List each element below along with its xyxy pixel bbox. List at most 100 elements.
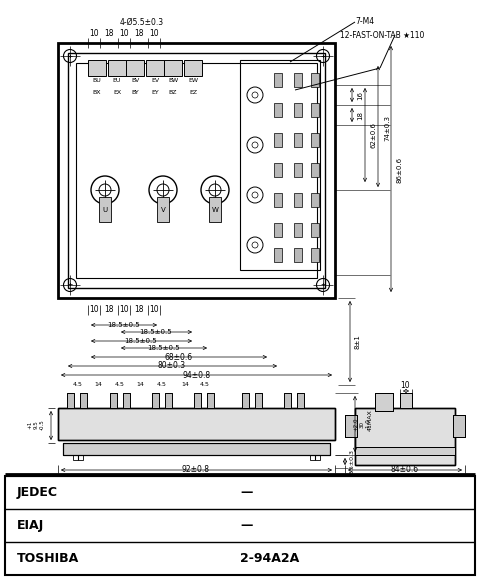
Bar [5, 476, 475, 575]
Text: 16: 16 [357, 91, 363, 99]
Bar [242, 393, 249, 408]
Bar [165, 393, 172, 408]
Bar [73, 455, 83, 460]
Text: +: + [320, 53, 325, 59]
Text: 14: 14 [94, 382, 102, 388]
Bar [80, 393, 87, 408]
Bar [274, 193, 282, 207]
Text: EY: EY [151, 89, 159, 95]
Text: 10: 10 [119, 306, 129, 314]
Bar [209, 197, 221, 222]
Text: 4-Ø5.5±0.3: 4-Ø5.5±0.3 [120, 17, 164, 27]
Bar [63, 443, 330, 455]
Bar [453, 415, 465, 437]
Bar [311, 163, 319, 177]
Text: +1
9.5
-0.5: +1 9.5 -0.5 [28, 419, 44, 431]
Text: 4.5: 4.5 [115, 382, 125, 388]
Bar [152, 393, 159, 408]
Text: 18: 18 [104, 306, 114, 314]
Bar [311, 73, 319, 87]
Text: 8±1: 8±1 [355, 335, 361, 349]
Bar [68, 53, 325, 288]
Text: 18.5±0.5: 18.5±0.5 [125, 338, 157, 344]
Bar [67, 393, 74, 408]
Text: 4.5: 4.5 [73, 382, 83, 388]
Bar [284, 393, 291, 408]
Text: BZ: BZ [169, 89, 177, 95]
Bar [375, 393, 393, 411]
Bar [311, 193, 319, 207]
Bar [274, 223, 282, 237]
Text: 10: 10 [400, 381, 410, 389]
Text: 18.5±0.5: 18.5±0.5 [148, 345, 180, 351]
Bar [123, 393, 130, 408]
Bar [58, 408, 335, 440]
Bar [274, 163, 282, 177]
Text: EV: EV [151, 77, 159, 83]
Bar [294, 133, 302, 147]
Text: 18: 18 [134, 306, 144, 314]
Bar [284, 393, 291, 408]
Bar [58, 43, 335, 298]
Text: +: + [320, 282, 325, 288]
Text: 14: 14 [181, 382, 189, 388]
Text: 3.5±0.3: 3.5±0.3 [349, 450, 355, 475]
Bar [297, 393, 304, 408]
Bar [355, 408, 455, 465]
Text: 68±0.6: 68±0.6 [165, 353, 193, 361]
Bar [67, 393, 74, 408]
Bar [294, 163, 302, 177]
Text: 92±0.8: 92±0.8 [182, 465, 210, 475]
Bar [108, 60, 126, 76]
Bar [126, 60, 144, 76]
Text: 12-FAST-ON-TAB ★110: 12-FAST-ON-TAB ★110 [340, 30, 424, 40]
Text: BW: BW [168, 77, 178, 83]
Bar [294, 193, 302, 207]
Text: BX: BX [93, 89, 101, 95]
Text: 2-94A2A: 2-94A2A [240, 552, 299, 565]
Text: 18: 18 [357, 110, 363, 120]
Bar [400, 393, 412, 408]
Text: 18.5±0.5: 18.5±0.5 [140, 329, 172, 335]
Bar [453, 415, 465, 437]
Bar [311, 103, 319, 117]
Bar [274, 73, 282, 87]
Text: JEDEC: JEDEC [17, 486, 58, 499]
Bar [294, 103, 302, 117]
Bar [311, 223, 319, 237]
Bar [110, 393, 117, 408]
Text: 86±0.6: 86±0.6 [397, 157, 403, 183]
Text: 74±0.3: 74±0.3 [384, 115, 390, 141]
Bar [152, 393, 159, 408]
Text: W: W [212, 207, 218, 213]
Bar [274, 248, 282, 262]
Bar [207, 393, 214, 408]
Bar [194, 393, 201, 408]
Bar [355, 447, 455, 455]
Bar [194, 393, 201, 408]
Bar [297, 393, 304, 408]
Bar [157, 197, 169, 222]
Text: 41MAX: 41MAX [368, 409, 372, 431]
Bar [274, 133, 282, 147]
Bar [345, 415, 357, 437]
Text: TOSHIBA: TOSHIBA [17, 552, 79, 565]
Text: 94±0.8: 94±0.8 [183, 371, 211, 379]
Text: 84±0.6: 84±0.6 [391, 465, 419, 475]
Text: 10: 10 [149, 306, 159, 314]
Text: V: V [161, 207, 166, 213]
Bar [294, 73, 302, 87]
Text: BU: BU [93, 77, 101, 83]
Bar [207, 393, 214, 408]
Text: EZ: EZ [189, 89, 197, 95]
Text: 62±0.6: 62±0.6 [370, 122, 376, 148]
Text: 10: 10 [89, 28, 99, 38]
Bar [80, 393, 87, 408]
Bar [311, 248, 319, 262]
Text: 14: 14 [136, 382, 144, 388]
Bar [375, 393, 393, 411]
Bar [88, 60, 106, 76]
Bar [99, 197, 111, 222]
Text: EIAJ: EIAJ [17, 519, 44, 532]
Bar [255, 393, 262, 408]
